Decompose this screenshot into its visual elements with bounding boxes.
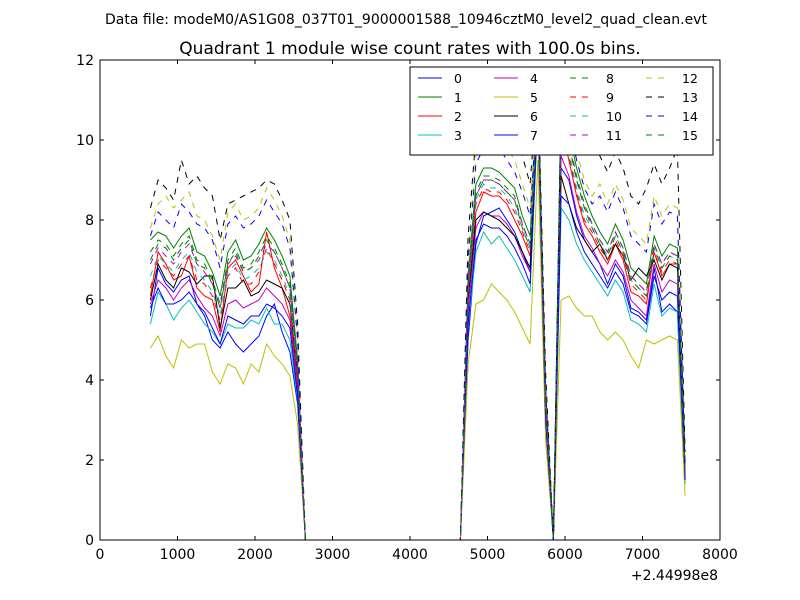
x-tick-label: 8000 bbox=[702, 547, 738, 563]
y-tick-label: 0 bbox=[85, 533, 94, 549]
legend-label-12: 12 bbox=[682, 71, 698, 86]
legend-label-0: 0 bbox=[454, 71, 462, 86]
series-line-9 bbox=[149, 99, 686, 541]
plot-frame bbox=[99, 59, 721, 541]
y-tick-label: 2 bbox=[85, 453, 94, 469]
y-tick-label: 6 bbox=[85, 293, 94, 309]
x-tick-label: 4000 bbox=[392, 547, 428, 563]
chart-title: Quadrant 1 module wise count rates with … bbox=[179, 39, 640, 59]
legend-label-2: 2 bbox=[454, 109, 462, 124]
legend-label-13: 13 bbox=[682, 90, 698, 105]
legend-label-3: 3 bbox=[454, 128, 462, 143]
x-offset-label: +2.44998e8 bbox=[631, 568, 718, 584]
chart-suptitle: Data file: modeM0/AS1G08_037T01_90000015… bbox=[105, 12, 707, 28]
legend-label-5: 5 bbox=[530, 90, 538, 105]
series-line-0 bbox=[149, 107, 686, 541]
legend-frame bbox=[409, 66, 714, 156]
series-line-8 bbox=[149, 95, 686, 541]
series-line-2 bbox=[149, 99, 686, 541]
y-tick-label: 12 bbox=[76, 53, 94, 69]
x-tick-label: 2000 bbox=[237, 547, 273, 563]
legend-label-6: 6 bbox=[530, 109, 538, 124]
legend-label-11: 11 bbox=[606, 128, 622, 143]
y-tick-label: 10 bbox=[76, 133, 94, 149]
x-tick-label: 0 bbox=[96, 547, 105, 563]
y-tick-label: 8 bbox=[85, 213, 94, 229]
series-line-14 bbox=[149, 91, 686, 541]
x-tick-label: 5000 bbox=[470, 547, 506, 563]
legend-label-4: 4 bbox=[530, 71, 538, 86]
x-tick-label: 7000 bbox=[625, 547, 661, 563]
series-line-12 bbox=[149, 87, 686, 541]
legend-label-7: 7 bbox=[530, 128, 538, 143]
series-line-1 bbox=[150, 91, 686, 541]
legend-label-8: 8 bbox=[606, 71, 614, 86]
x-tick-label: 6000 bbox=[547, 547, 583, 563]
series-line-3 bbox=[149, 115, 686, 541]
legend-label-15: 15 bbox=[682, 128, 698, 143]
ticks-layer: 0 1000 2000 3000 4000 5000 6000 7000 80000246810… bbox=[76, 53, 738, 563]
x-tick-label: 1000 bbox=[160, 547, 196, 563]
series-line-7 bbox=[149, 111, 686, 541]
y-tick-label: 4 bbox=[85, 373, 94, 389]
series-line-4 bbox=[149, 103, 686, 541]
series-line-5 bbox=[149, 159, 686, 541]
legend-label-1: 1 bbox=[454, 90, 462, 105]
series-line-11 bbox=[149, 95, 686, 541]
legend-label-10: 10 bbox=[606, 109, 622, 124]
legend-label-9: 9 bbox=[606, 90, 614, 105]
series-line-15 bbox=[149, 95, 686, 541]
legend-label-14: 14 bbox=[682, 109, 698, 124]
x-tick-label: 3000 bbox=[315, 547, 351, 563]
series-line-10 bbox=[149, 99, 686, 541]
